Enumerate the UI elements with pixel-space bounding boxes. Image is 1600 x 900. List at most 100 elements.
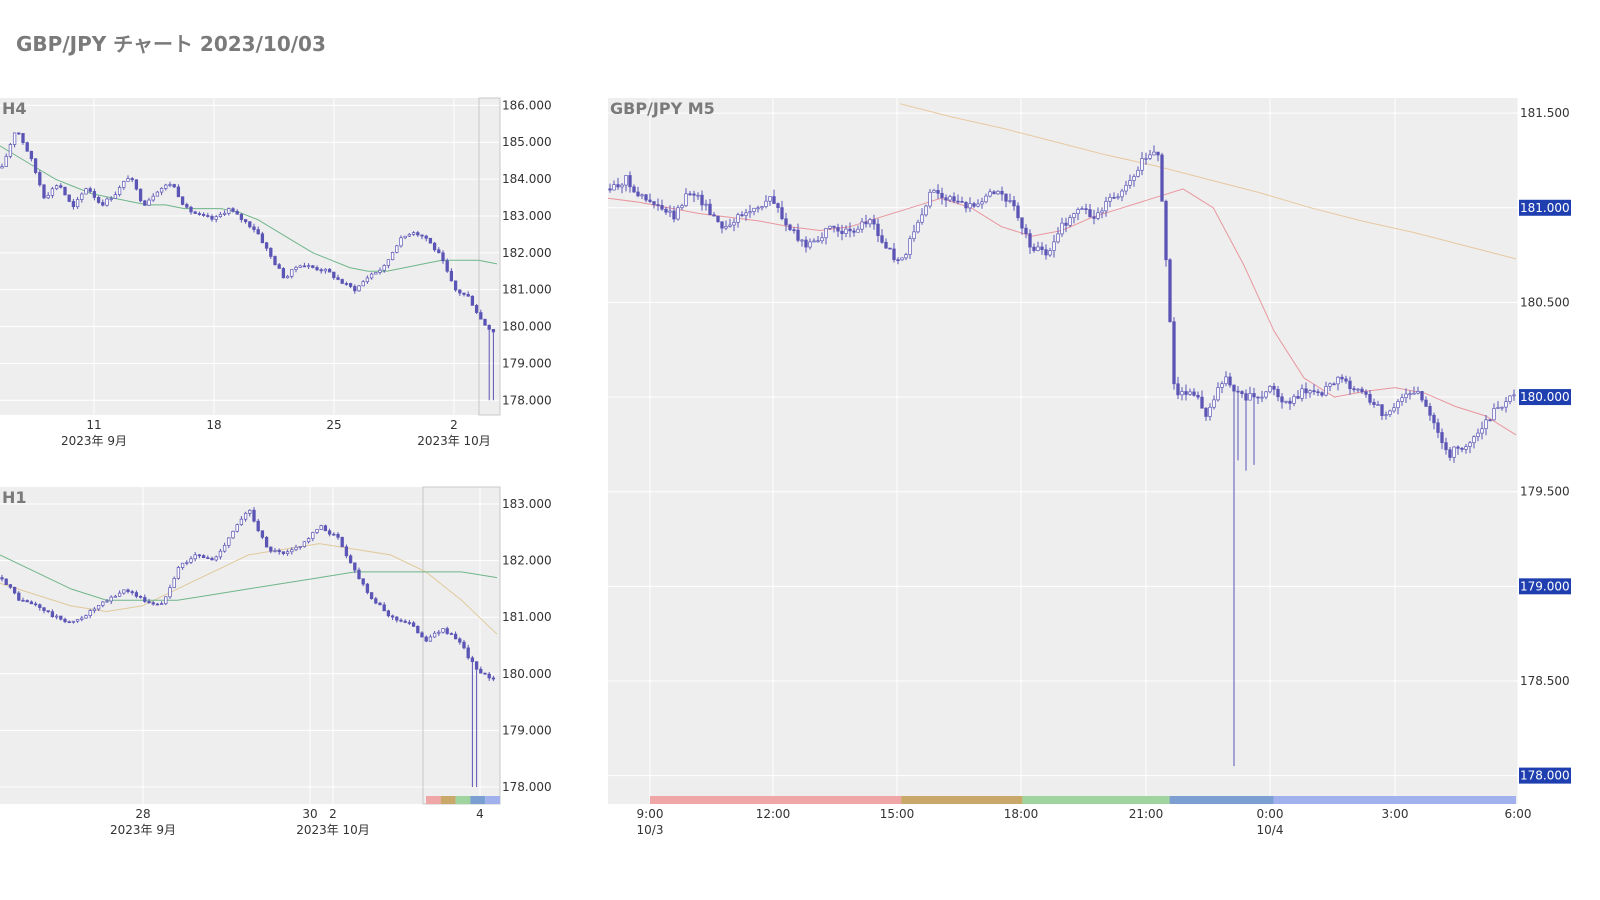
candle-body (1460, 447, 1464, 450)
candle-body (445, 260, 449, 272)
candle-h1 (315, 529, 319, 535)
candle-body (180, 562, 185, 568)
candle-m5 (620, 182, 624, 194)
candle-body (130, 178, 134, 181)
candle-body (1484, 419, 1488, 430)
candle-body (474, 305, 479, 313)
candle-body (1048, 250, 1052, 256)
candle-body (756, 207, 760, 210)
candle-body (315, 267, 319, 271)
candle-body (936, 190, 940, 194)
candle-body (1176, 383, 1180, 396)
candle-body (844, 228, 848, 234)
candle-m5 (1116, 193, 1120, 200)
candle-body (1352, 388, 1356, 391)
candle-body (151, 602, 155, 605)
candle-body (483, 672, 487, 675)
y-tick-label-h1: 180.000 (502, 667, 552, 681)
candle-m5 (644, 194, 648, 203)
candle-body (1128, 180, 1132, 186)
session-bar-h1-4 (485, 796, 500, 804)
candle-h4 (189, 205, 193, 215)
candle-body (932, 190, 936, 193)
candle-h4 (336, 274, 340, 281)
candle-body (1508, 395, 1512, 402)
candle-body (386, 259, 391, 266)
candle-h4 (323, 268, 328, 274)
candle-body (1280, 396, 1284, 403)
candle-m5 (700, 190, 704, 211)
candle-h1 (25, 599, 29, 603)
candle-h1 (281, 551, 286, 556)
candle-m5 (1316, 388, 1320, 397)
candle-body (1400, 397, 1404, 402)
candle-m5 (1296, 390, 1300, 400)
candle-body (1340, 376, 1344, 380)
candle-body (1072, 213, 1076, 219)
candle-h1 (92, 606, 97, 614)
candle-body (1320, 392, 1324, 396)
candle-body (828, 225, 832, 229)
candle-m5 (1164, 199, 1168, 267)
candle-body (1148, 154, 1152, 159)
candle-m5 (964, 201, 968, 213)
candle-body (395, 245, 399, 253)
candle-body (1008, 200, 1012, 202)
candle-h4 (264, 241, 269, 251)
candle-body (17, 592, 21, 601)
candle-body (1232, 384, 1236, 392)
candle-body (644, 194, 648, 201)
candle-h1 (277, 548, 281, 555)
candle-m5 (1224, 371, 1228, 387)
candle-m5 (804, 236, 808, 253)
candle-body (1504, 401, 1508, 408)
plot-area-m5 (608, 98, 1518, 804)
candle-m5 (1336, 376, 1340, 391)
candle-h1 (138, 595, 143, 599)
candle-m5 (1456, 445, 1460, 455)
candle-m5 (820, 232, 824, 244)
candle-h1 (264, 536, 269, 548)
candle-body (21, 599, 25, 602)
candle-body (428, 237, 433, 244)
candle-m5 (980, 197, 984, 209)
candle-m5 (1432, 412, 1436, 430)
candle-m5 (1120, 188, 1124, 202)
candle-body (466, 294, 470, 297)
candle-body (1408, 393, 1412, 396)
candle-body (432, 242, 437, 251)
candle-m5 (940, 187, 944, 205)
candle-body (67, 621, 71, 624)
candle-m5 (676, 205, 680, 221)
candle-body (294, 546, 298, 551)
candle-m5 (1200, 390, 1204, 409)
candle-body (264, 242, 269, 249)
candle-h4 (390, 251, 395, 261)
candle-h4 (420, 234, 424, 240)
candle-m5 (796, 223, 800, 243)
candle-body (168, 184, 172, 186)
candle-m5 (1304, 382, 1308, 399)
candle-m5 (1088, 204, 1092, 218)
candle-m5 (1396, 399, 1400, 415)
candle-m5 (708, 199, 712, 216)
candle-m5 (1064, 217, 1068, 233)
candle-body (96, 197, 101, 203)
candle-m5 (1420, 391, 1424, 403)
chart-title-h1: H1 (2, 488, 27, 507)
candle-h4 (374, 272, 378, 275)
candle-h1 (210, 556, 214, 561)
candle-body (700, 194, 704, 206)
candle-body (988, 191, 992, 197)
candle-body (912, 231, 916, 239)
candle-body (1376, 404, 1380, 406)
x-tick-label-h4: 18 (206, 418, 221, 432)
candle-h1 (365, 582, 370, 595)
candle-h1 (21, 597, 25, 602)
candle-h1 (348, 554, 353, 564)
candle-m5 (860, 217, 864, 233)
candle-h4 (344, 281, 349, 286)
candle-m5 (1080, 206, 1084, 211)
candle-body (54, 615, 59, 618)
candle-body (248, 509, 252, 514)
